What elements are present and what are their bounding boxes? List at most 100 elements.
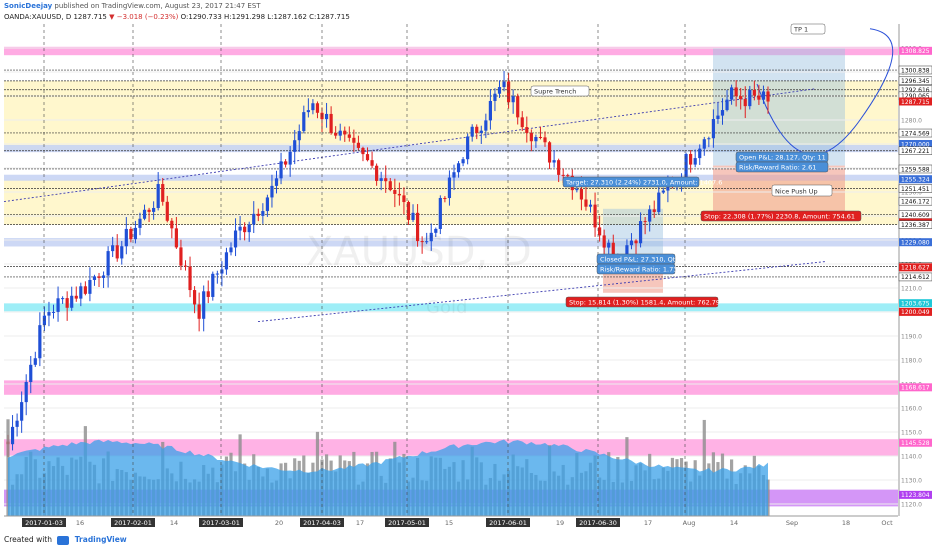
time-tick-label: 2017-05-01 xyxy=(388,519,426,527)
price-level-tag xyxy=(899,383,932,392)
candle-body xyxy=(279,161,283,179)
price-level-label: 1270.000 xyxy=(901,141,930,148)
price-level-tag xyxy=(899,97,932,106)
candle-body xyxy=(415,212,420,242)
candle-body xyxy=(165,201,169,221)
date-tag xyxy=(199,518,243,527)
candle-body xyxy=(229,247,233,253)
candle-body xyxy=(579,189,584,200)
candle-body xyxy=(261,211,265,216)
candle-body xyxy=(725,99,729,111)
time-tick-label: 14 xyxy=(730,519,738,527)
author-name[interactable]: SonicDeejay xyxy=(4,2,53,10)
candle-body xyxy=(666,185,670,191)
candle-body xyxy=(247,224,251,233)
candle-body xyxy=(748,89,752,107)
price-level-tag xyxy=(899,140,932,148)
time-tick-label: 2017-03-01 xyxy=(202,519,240,527)
price-level-tag xyxy=(898,220,932,229)
candle-body xyxy=(38,325,42,359)
candle-body xyxy=(161,184,165,202)
magenta-zone-top xyxy=(4,46,898,56)
candle-body xyxy=(15,420,19,427)
price-level-label: 1240.609 xyxy=(901,212,930,219)
price-tick-label: 1130.0 xyxy=(901,478,922,485)
price-tick-label: 1150.0 xyxy=(901,430,922,437)
candle-body xyxy=(547,142,552,163)
first-stop-label-box xyxy=(565,296,719,308)
candle-body xyxy=(584,199,588,207)
time-tick-label: 2017-06-01 xyxy=(489,519,527,527)
candle-body xyxy=(329,113,333,133)
candle-body xyxy=(61,298,65,300)
date-tag xyxy=(385,518,429,527)
second-stop-label: Stop: 22.308 (1.77%) 2230.8, Amount: 754… xyxy=(704,213,855,221)
candle-body xyxy=(270,185,274,198)
candle-body xyxy=(698,148,702,159)
volume-bar xyxy=(702,419,706,516)
candle-body xyxy=(757,95,761,100)
candle-body xyxy=(56,298,60,312)
candle-body xyxy=(643,221,647,223)
candle-body xyxy=(293,140,297,152)
price-level-tag xyxy=(899,175,932,184)
candle-body xyxy=(70,295,74,308)
candle-body xyxy=(274,178,279,186)
symbol-header: OANDA:XAUUSD, D 1287.715 ▼ −3.018 (−0.23… xyxy=(4,13,350,21)
candle-body xyxy=(384,178,388,182)
time-tick-label: 19 xyxy=(556,519,564,527)
candle-body xyxy=(388,181,392,191)
price-level-label: 1218.627 xyxy=(901,265,930,272)
closed-rr-label-box xyxy=(596,263,676,275)
volume-ma-area xyxy=(8,439,768,516)
price-level-tag xyxy=(898,146,932,155)
price-level-tag xyxy=(899,490,932,499)
price-tick-label: 1180.0 xyxy=(901,358,922,365)
price-level-label: 1274.569 xyxy=(901,130,930,137)
candle-body xyxy=(479,130,483,133)
price-level-label: 1259.588 xyxy=(901,166,930,173)
candle-body xyxy=(156,184,160,208)
candle-body xyxy=(138,218,142,228)
candle-body xyxy=(315,103,320,113)
watermark-name: Gold xyxy=(426,297,467,318)
price-level-tag xyxy=(898,184,932,193)
tradingview-brand[interactable]: TradingView xyxy=(74,535,127,544)
candle-body xyxy=(220,269,224,274)
price-level-label: 1292.616 xyxy=(901,87,930,94)
open-pnl-label: Open P&L: 28.127, Qty: 11 xyxy=(739,154,826,162)
price-level-tag xyxy=(898,128,932,138)
candle-body xyxy=(147,209,151,212)
price-tick-label: 1160.0 xyxy=(901,406,922,413)
price-level-label: 1200.049 xyxy=(901,309,930,316)
candle-body xyxy=(502,81,506,88)
price-tick-label: 1210.0 xyxy=(901,286,922,293)
candle-body xyxy=(752,89,756,96)
blue-band-1229 xyxy=(4,238,898,247)
candle-body xyxy=(334,132,338,136)
date-tag xyxy=(576,518,620,527)
candle-body xyxy=(10,426,15,445)
time-tick-label: Aug xyxy=(683,519,696,527)
candle-body xyxy=(607,242,611,248)
price-level-label: 1236.387 xyxy=(901,222,930,229)
open-rr-label-box xyxy=(735,161,829,173)
candle-body xyxy=(192,290,197,305)
candle-body xyxy=(120,246,124,259)
candle-body xyxy=(215,273,219,275)
candle-body xyxy=(179,247,183,266)
candle-body xyxy=(652,209,656,212)
price-level-label: 1168.617 xyxy=(901,385,930,392)
magenta-zone-1168 xyxy=(4,380,898,395)
date-tag xyxy=(22,518,66,527)
candle-body xyxy=(466,136,470,160)
tp-label-box xyxy=(790,23,826,35)
candle-body xyxy=(575,189,579,191)
time-tick-label: 16 xyxy=(76,519,84,527)
price-level-label: 1308.825 xyxy=(901,48,930,55)
candle-body xyxy=(411,212,415,220)
candle-body xyxy=(425,241,429,243)
candle-body xyxy=(488,100,492,121)
price-level-tag xyxy=(899,307,932,316)
